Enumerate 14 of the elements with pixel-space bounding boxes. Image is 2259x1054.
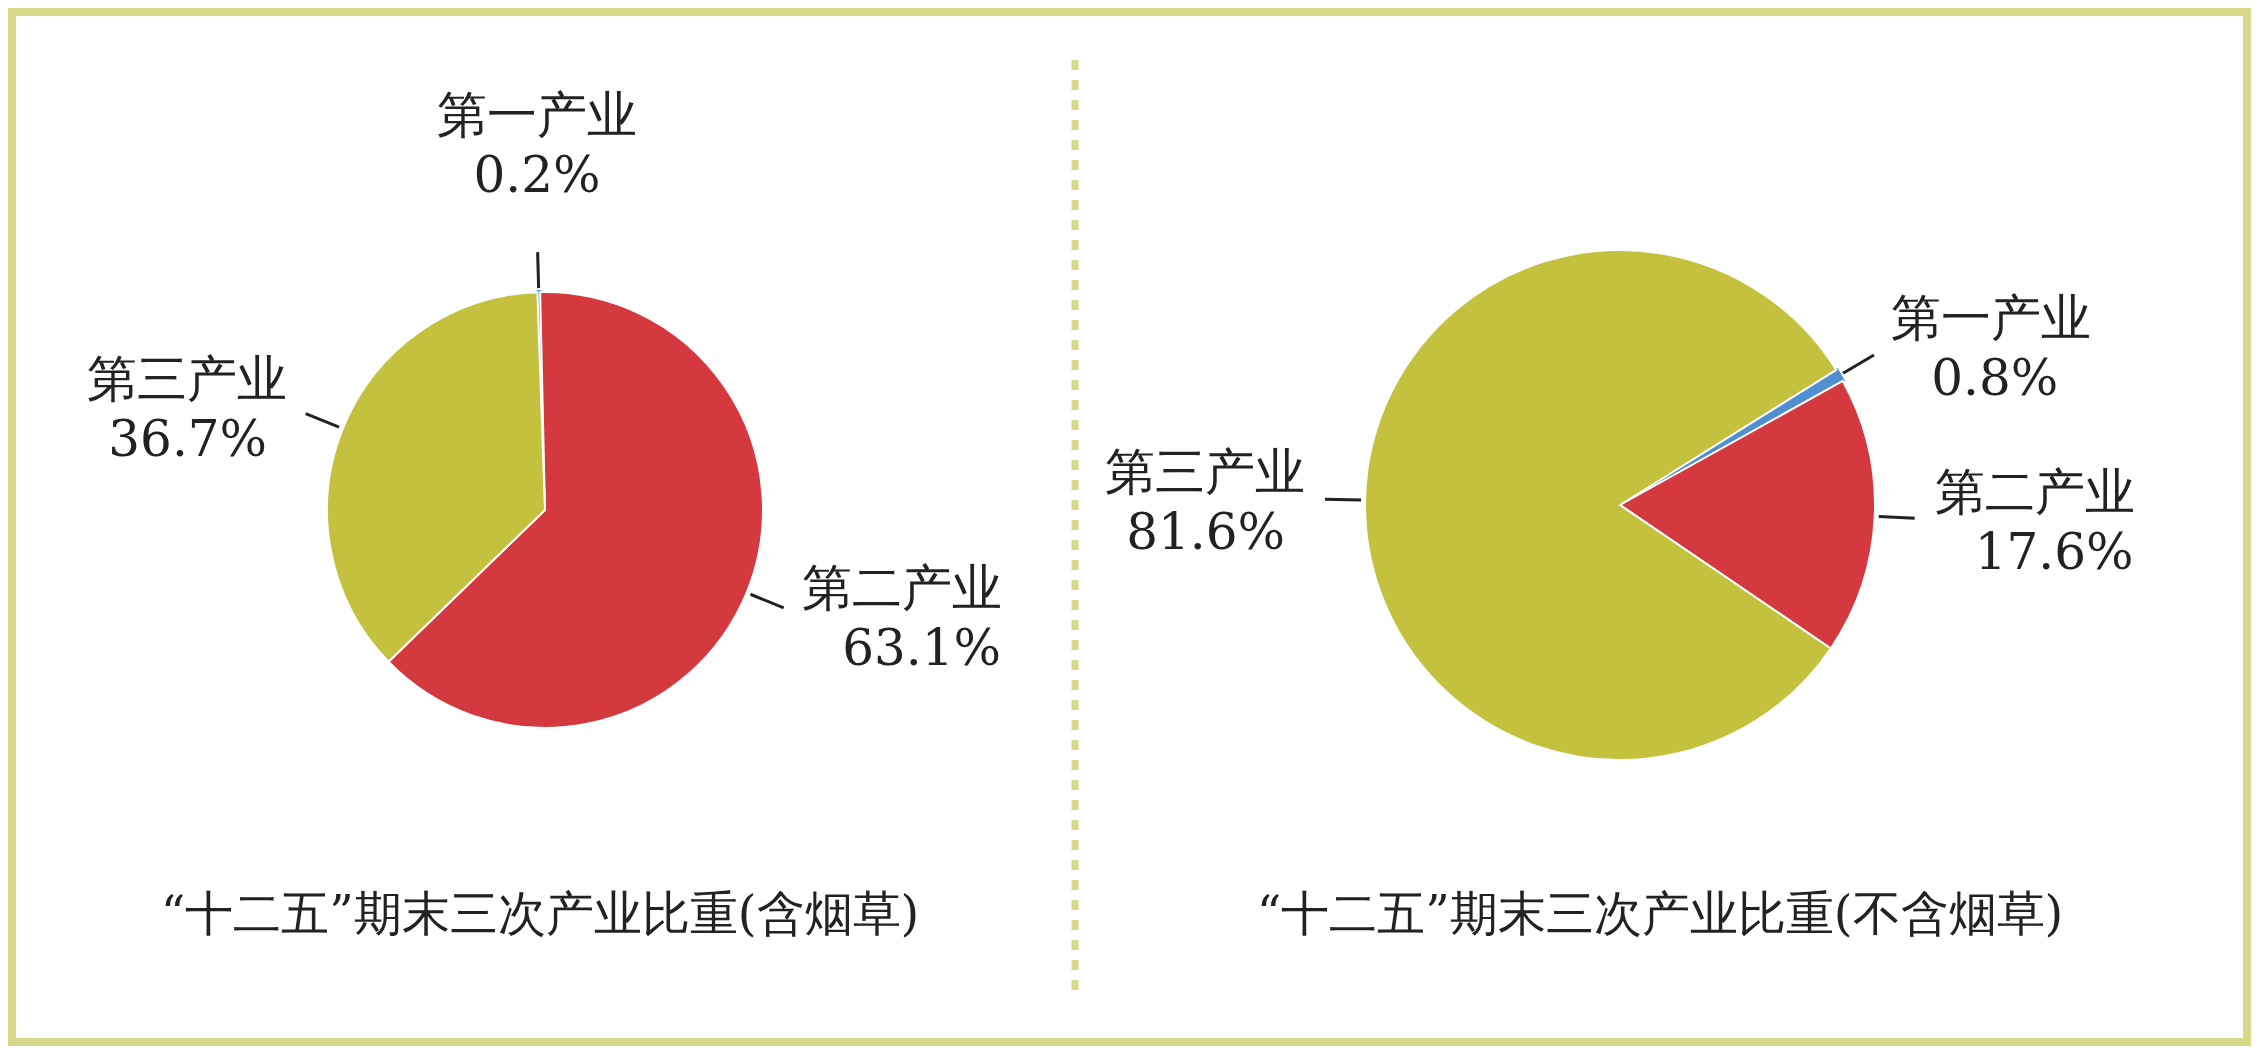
text: “十二五”期末三次产业比重(不含烟草) (1256, 885, 2064, 941)
slice-label: 第一产业 (437, 86, 638, 145)
text: “十二五”期末三次产业比重(含烟草) (160, 885, 920, 941)
data-label: 0.2% (473, 146, 601, 205)
slice-label: 第二产业 (802, 559, 1003, 618)
slice-label: 第二产业 (1934, 463, 2135, 522)
data-label: 17.6% (1974, 523, 2134, 582)
data-label: 63.1% (842, 619, 1002, 678)
data-label: 0.8% (1931, 348, 2059, 407)
data-label: 36.7% (108, 410, 268, 469)
data-label: 81.6% (1126, 502, 1286, 561)
slice-label: 第三产业 (87, 350, 288, 409)
slice-label: 第一产业 (1891, 288, 2092, 347)
slice-label: 第三产业 (1105, 442, 1306, 501)
